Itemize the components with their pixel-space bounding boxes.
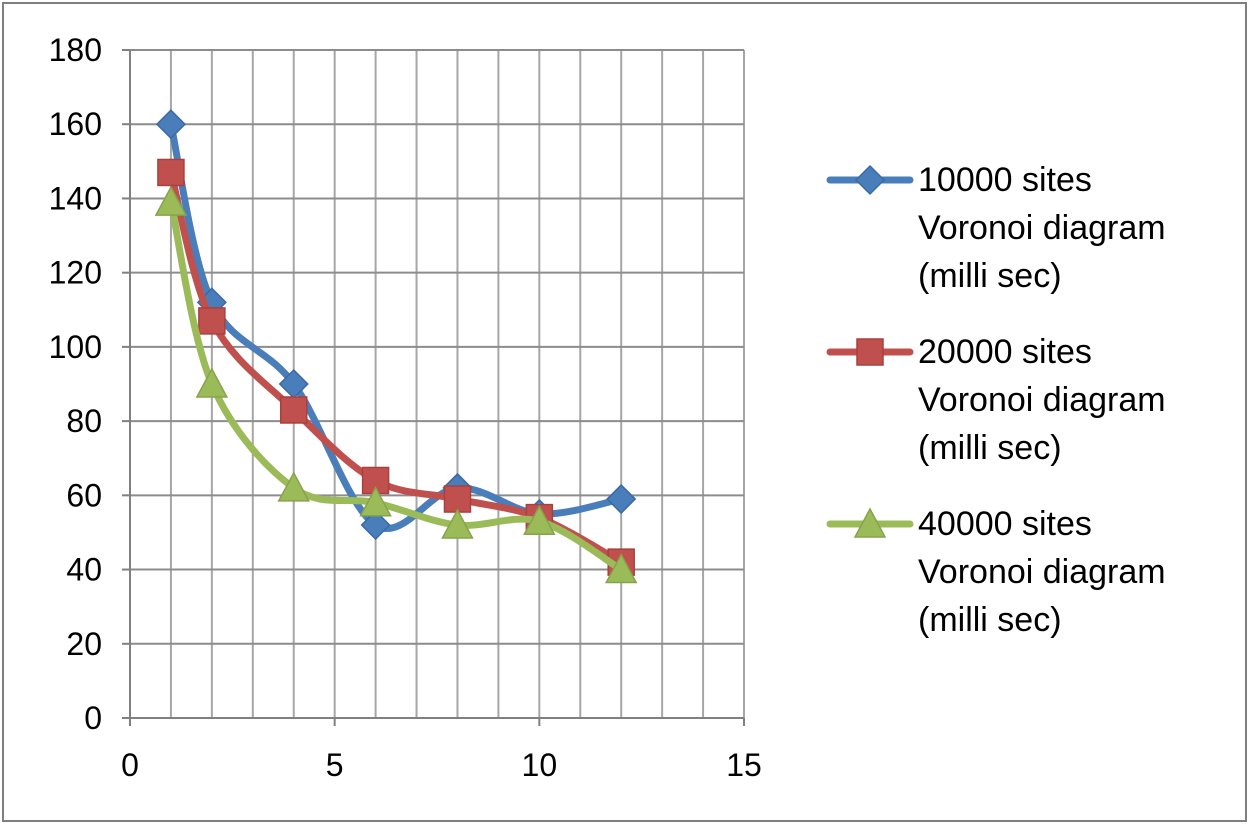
x-tick-label: 15	[726, 747, 762, 783]
series-line	[167, 120, 625, 532]
legend-label: Voronoi diagram	[918, 209, 1166, 247]
legend-label: (milli sec)	[918, 601, 1062, 639]
data-point	[359, 486, 392, 517]
data-point	[198, 307, 226, 335]
legend-label: 40000 sites	[918, 505, 1092, 543]
series-3	[154, 185, 638, 584]
y-tick-label: 20	[66, 626, 102, 662]
series-line	[167, 168, 625, 566]
series-layer	[154, 109, 638, 584]
legend-swatch-marker	[853, 507, 887, 538]
legend-label: 10000 sites	[918, 161, 1092, 199]
data-point	[441, 508, 474, 539]
x-tick-label: 5	[326, 747, 344, 783]
y-tick-label: 140	[49, 180, 102, 216]
x-tick-label: 10	[522, 747, 558, 783]
legend-label: Voronoi diagram	[918, 553, 1166, 591]
y-tick-label: 40	[66, 552, 102, 588]
legend-label: (milli sec)	[918, 257, 1062, 295]
y-tick-label: 120	[49, 255, 102, 291]
data-point	[154, 185, 188, 216]
legend-entry-3: 40000 sites Voronoi diagram (milli sec)	[826, 505, 1166, 639]
y-tick-label: 100	[49, 329, 102, 365]
tick-labels: 0 20 40 60 80 100 120 140 160 180 0 5 10 15	[49, 32, 762, 783]
data-point	[155, 109, 186, 140]
data-point	[277, 471, 310, 502]
legend-label: 20000 sites	[918, 333, 1092, 371]
y-tick-label: 80	[66, 403, 102, 439]
series-1	[155, 109, 637, 541]
data-point	[279, 396, 308, 424]
legend-label: Voronoi diagram	[918, 381, 1166, 419]
gridlines	[130, 49, 745, 718]
axes	[122, 49, 745, 726]
data-point	[360, 509, 391, 541]
y-tick-label: 60	[66, 477, 102, 513]
legend-swatch-marker	[856, 338, 884, 366]
data-point	[606, 483, 637, 515]
data-point	[157, 158, 185, 187]
y-tick-label: 0	[84, 700, 102, 736]
y-tick-label: 160	[49, 106, 102, 142]
data-point	[195, 367, 229, 398]
y-tick-label: 180	[49, 32, 102, 68]
legend-swatch-marker	[854, 164, 886, 196]
data-point	[523, 504, 556, 536]
data-point	[604, 552, 638, 584]
legend-entry-2: 20000 sites Voronoi diagram (milli sec)	[826, 333, 1166, 467]
legend-label: (milli sec)	[918, 429, 1062, 467]
data-point	[443, 485, 472, 513]
x-tick-label: 0	[121, 747, 139, 783]
legend-entry-1: 10000 sites Voronoi diagram (milli sec)	[826, 161, 1166, 295]
